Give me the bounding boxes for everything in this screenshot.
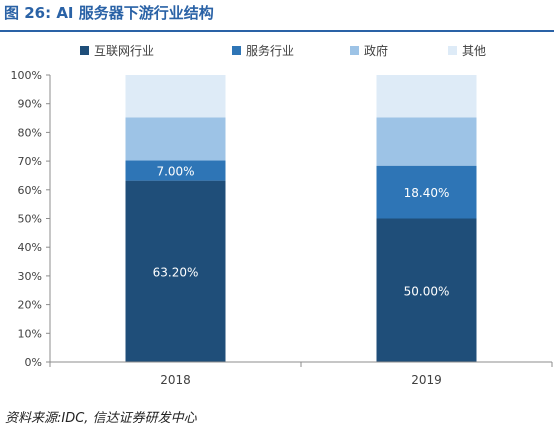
chart-axes: 0% 10% 20% 30% 40% 50% 60% 70% 80% 90% 100% 2018 201… [11,69,553,387]
legend-label: 互联网行业 [94,44,154,58]
legend-swatch [232,46,241,55]
y-tick-label: 50% [18,213,42,226]
bar-segment [376,218,477,362]
y-tick-label: 30% [18,270,42,283]
y-tick-label: 60% [18,184,42,197]
bar-segment [376,165,477,219]
y-tick-label: 20% [18,299,42,312]
y-tick-label: 0% [25,356,42,369]
title-divider [0,30,554,32]
y-tick-label: 80% [18,126,42,139]
bar-stacks: 63.20% 7.00% 50.00% 18.40% [125,75,477,362]
legend-swatch [80,46,89,55]
legend-label: 服务行业 [246,43,294,58]
legend-label: 政府 [364,43,388,58]
y-tick-label: 10% [18,327,42,340]
bar-segment [376,75,477,118]
x-tick-label: 2019 [411,373,442,387]
y-tick-label: 40% [18,241,42,254]
legend-label: 其他 [462,44,486,58]
legend-swatch [448,46,457,55]
data-label: 18.40% [404,186,450,200]
bar-segment [125,117,226,161]
y-tick-label: 90% [18,98,42,111]
data-label: 7.00% [156,165,194,179]
y-tick-label: 100% [11,69,42,82]
bar-segment [125,75,226,118]
figure-title: 图 26: AI 服务器下游行业结构 [4,4,214,22]
y-tick-label: 70% [18,155,42,168]
bar-segment [376,117,477,166]
bar-segment [125,160,226,181]
chart-legend: 互联网行业 服务行业 政府 其他 [80,43,486,58]
data-label: 63.20% [153,265,199,279]
x-tick-label: 2018 [160,373,191,387]
bar-segment [125,180,226,362]
data-label: 50.00% [404,284,450,298]
source-note: 资料来源:IDC, 信达证券研发中心 [5,411,197,426]
legend-swatch [350,46,359,55]
